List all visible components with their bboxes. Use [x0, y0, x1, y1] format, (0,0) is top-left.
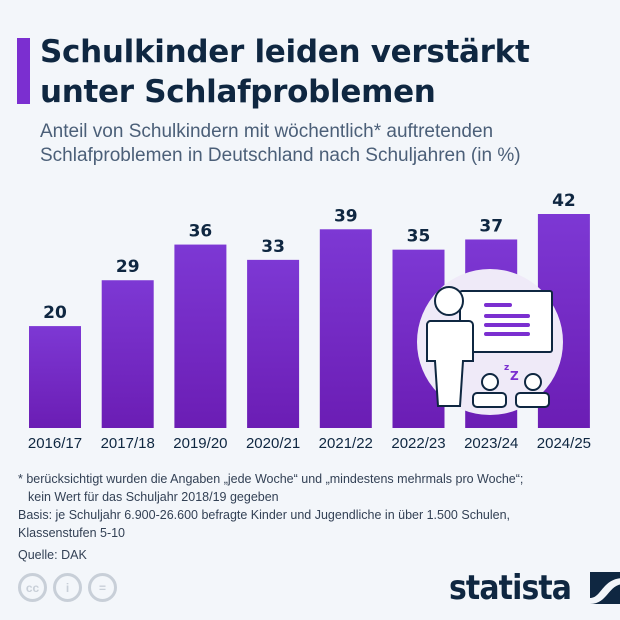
x-tick-label: 2019/20 [173, 435, 227, 452]
bar [319, 229, 372, 428]
footnotes: * berücksichtigt wurden die Angaben „jed… [18, 470, 523, 564]
statista-logo[interactable]: statista [449, 568, 620, 608]
title-accent-bar [17, 38, 30, 104]
data-label: 39 [334, 206, 358, 226]
statista-wordmark: statista [449, 568, 572, 608]
x-tick-label: 2021/22 [319, 435, 373, 452]
chart-subtitle: Anteil von Schulkindern mit wöchentlich*… [40, 121, 521, 166]
bar [247, 259, 300, 428]
x-tick-label: 2024/25 [537, 435, 591, 452]
data-label: 42 [552, 191, 576, 211]
basis-line: Basis: je Schuljahr 6.900-26.600 befragt… [18, 508, 511, 522]
x-tick-label: 2022/23 [391, 435, 445, 452]
data-label: 29 [116, 257, 140, 277]
data-label: 33 [261, 237, 285, 257]
attribution-icon[interactable]: i [53, 573, 82, 602]
license-icons[interactable]: cc i = [18, 573, 117, 602]
svg-text:z: z [504, 363, 509, 373]
teacher-illustration: z Z [417, 269, 563, 415]
data-label: 37 [479, 216, 503, 236]
cc-icon[interactable]: cc [18, 573, 47, 602]
svg-text:Z: Z [510, 369, 519, 383]
basis-line: Klassenstufen 5-10 [18, 526, 126, 540]
bar [101, 280, 154, 428]
data-label: 35 [407, 227, 431, 247]
footnote-line: * berücksichtigt wurden die Angaben „jed… [18, 472, 524, 486]
x-tick-label: 2023/24 [464, 435, 518, 452]
footnote-line: kein Wert für das Schuljahr 2018/19 gege… [28, 490, 279, 504]
x-tick-label: 2016/17 [28, 435, 82, 452]
x-tick-label: 2020/21 [246, 435, 300, 452]
bar [29, 326, 81, 428]
data-label: 36 [189, 222, 213, 242]
data-label: 20 [43, 303, 67, 323]
source: Quelle: DAK [18, 548, 87, 562]
statista-logo-icon [589, 572, 620, 604]
no-derivatives-icon[interactable]: = [88, 573, 117, 602]
bar-chart: 20 2016/17 29 2017/18 36 2019/20 33 2020/21 39 20… [28, 191, 591, 452]
chart-title: Schulkinder leiden verstärkt unter Schla… [40, 34, 530, 110]
x-tick-label: 2017/18 [101, 435, 155, 452]
bar [174, 244, 227, 428]
